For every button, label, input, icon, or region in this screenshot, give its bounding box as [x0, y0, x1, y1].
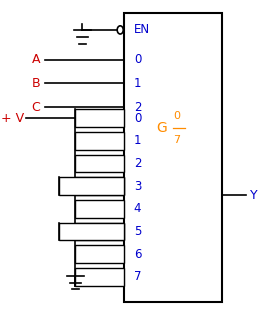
Text: 3: 3 — [134, 180, 141, 193]
Bar — [75, 155, 124, 172]
Bar — [124, 13, 222, 302]
Circle shape — [117, 26, 123, 34]
Text: G: G — [156, 121, 167, 135]
Text: 6: 6 — [134, 248, 141, 261]
Bar — [75, 132, 124, 150]
Text: 1: 1 — [134, 134, 141, 147]
Bar — [59, 177, 124, 195]
Text: + V: + V — [1, 112, 24, 125]
Text: 0: 0 — [173, 111, 180, 121]
Bar — [75, 223, 124, 240]
Bar — [75, 177, 124, 195]
Text: 0: 0 — [134, 53, 141, 66]
Text: 0: 0 — [134, 112, 141, 125]
Text: EN: EN — [134, 23, 150, 37]
Text: 5: 5 — [134, 225, 141, 238]
Text: A: A — [32, 53, 41, 66]
Bar — [75, 268, 124, 286]
Text: 1: 1 — [134, 77, 141, 90]
Bar — [59, 223, 124, 240]
Text: 7: 7 — [134, 270, 141, 284]
Bar — [75, 245, 124, 263]
Text: 2: 2 — [134, 100, 141, 114]
Text: Y: Y — [250, 189, 258, 202]
Text: B: B — [32, 77, 41, 90]
Text: 7: 7 — [173, 135, 180, 145]
Text: 4: 4 — [134, 202, 141, 215]
Bar — [75, 200, 124, 218]
Text: C: C — [32, 100, 41, 114]
Text: 2: 2 — [134, 157, 141, 170]
Bar — [75, 109, 124, 127]
